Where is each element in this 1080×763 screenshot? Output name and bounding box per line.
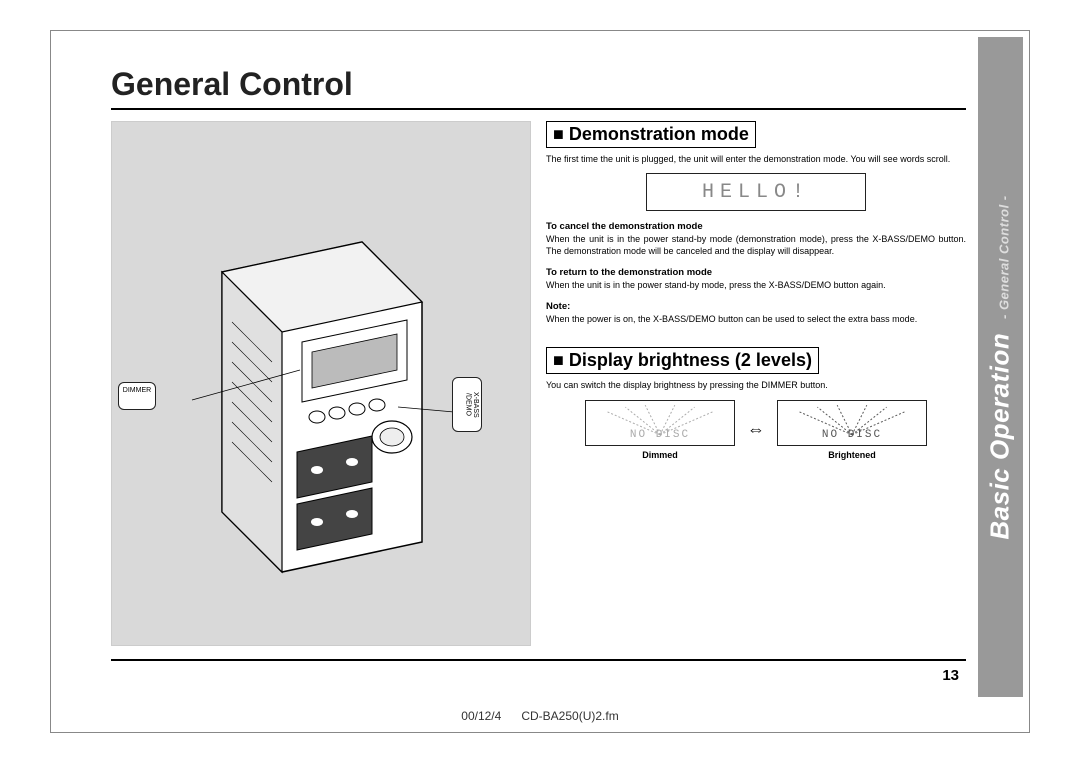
note-head: Note:: [546, 301, 966, 312]
return-demo-body: When the unit is in the power stand-by m…: [546, 280, 966, 291]
tab-sub: - General Control -: [997, 195, 1012, 319]
rule-top: [111, 108, 966, 110]
label-dimmed: Dimmed: [585, 450, 735, 460]
section-tab-label: Basic Operation - General Control -: [985, 195, 1016, 539]
brightness-comparison: NO DISC Dimmed ⇔ NO DISC Brightened: [546, 400, 966, 460]
footer: 00/12/4 CD-BA250(U)2.fm: [51, 709, 1029, 723]
callout-dimmer: DIMMER: [118, 382, 156, 410]
display-brightened: NO DISC: [777, 400, 927, 446]
tab-main: Basic Operation: [985, 332, 1015, 539]
footer-file: CD-BA250(U)2.fm: [521, 709, 618, 723]
section-tab: Basic Operation - General Control -: [978, 37, 1023, 697]
lcd-display-hello: HELLO!: [646, 173, 866, 211]
cancel-demo-body: When the unit is in the power stand-by m…: [546, 234, 966, 257]
callout-xbass-demo: X-BASS /DEMO: [452, 377, 482, 432]
rule-bottom: [111, 659, 966, 661]
double-arrow-icon: ⇔: [747, 419, 765, 440]
page-title: General Control: [111, 66, 353, 103]
brightness-intro: You can switch the display brightness by…: [546, 380, 966, 391]
illustration-panel: DIMMER X-BASS /DEMO: [111, 121, 531, 646]
note-body: When the power is on, the X-BASS/DEMO bu…: [546, 314, 966, 325]
stereo-illustration: [162, 212, 482, 582]
dimmed-text: NO DISC: [586, 429, 734, 441]
content-column: Demonstration mode The first time the un…: [546, 121, 966, 460]
label-brightened: Brightened: [777, 450, 927, 460]
heading-demo-mode: Demonstration mode: [546, 121, 756, 148]
cancel-demo-head: To cancel the demonstration mode: [546, 221, 966, 232]
brightness-dimmed-cell: NO DISC Dimmed: [585, 400, 735, 460]
display-dimmed: NO DISC: [585, 400, 735, 446]
page-number: 13: [942, 667, 959, 684]
footer-date: 00/12/4: [461, 709, 501, 723]
demo-intro: The first time the unit is plugged, the …: [546, 154, 966, 165]
return-demo-head: To return to the demonstration mode: [546, 267, 966, 278]
manual-page: Basic Operation - General Control - Gene…: [50, 30, 1030, 733]
heading-brightness: Display brightness (2 levels): [546, 347, 819, 374]
brightness-bright-cell: NO DISC Brightened: [777, 400, 927, 460]
brightened-text: NO DISC: [778, 429, 926, 441]
